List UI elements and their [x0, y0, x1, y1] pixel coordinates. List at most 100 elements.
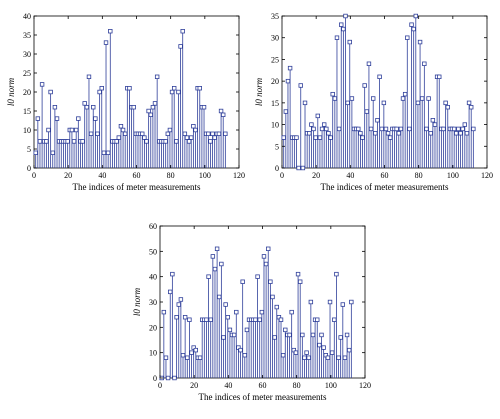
stem [86, 74, 92, 168]
stem-marker [340, 302, 346, 307]
stem-marker [174, 315, 179, 320]
stem-marker [44, 139, 49, 144]
stem-marker [46, 127, 51, 133]
stem [449, 126, 455, 168]
stem [84, 105, 90, 168]
stem [261, 254, 267, 378]
stem [176, 302, 181, 378]
x-tick-label: 40 [98, 171, 106, 180]
stem [240, 279, 245, 378]
stem-marker [266, 246, 271, 251]
stem [379, 126, 384, 168]
stem-marker [221, 335, 226, 340]
stem-marker [362, 83, 367, 88]
stem-marker [225, 315, 230, 320]
stem-marker [231, 332, 237, 338]
stem-marker [381, 100, 387, 106]
stem [48, 89, 53, 168]
stem [432, 122, 438, 168]
stem [182, 315, 188, 378]
stem [300, 165, 306, 171]
stem [221, 112, 226, 168]
stem [304, 350, 309, 378]
stem-marker [466, 100, 472, 106]
stem-marker [242, 353, 248, 358]
stem [195, 86, 200, 168]
stem [238, 347, 243, 378]
y-tick-label: 25 [23, 69, 31, 78]
stem [135, 131, 141, 168]
x-tick-label: 100 [325, 381, 337, 390]
stem-marker [321, 122, 327, 127]
stem-marker [217, 294, 222, 300]
stem [178, 297, 184, 378]
stem-marker [165, 131, 171, 136]
stem [189, 350, 194, 378]
x-tick-label: 120 [359, 381, 371, 390]
stem [454, 131, 459, 168]
y-axis-label: l0 norm [254, 77, 264, 106]
stem [56, 139, 62, 168]
stem-marker [208, 139, 213, 144]
stem [223, 302, 228, 378]
stem [313, 135, 318, 168]
stem-marker [33, 150, 38, 155]
stem [296, 165, 301, 171]
stem-marker [189, 135, 194, 140]
stem [373, 131, 378, 168]
stem [287, 332, 292, 378]
stem [315, 317, 320, 378]
x-tick-label: 120 [481, 171, 493, 180]
stem-marker [206, 274, 211, 279]
stem [112, 139, 117, 168]
stem-marker [176, 302, 181, 307]
stem [345, 100, 350, 168]
x-axis-label: The indices of meter measurements [199, 392, 327, 402]
stem [229, 332, 235, 378]
stem-marker [424, 126, 429, 132]
stem [362, 83, 367, 168]
x-tick-label: 40 [346, 171, 354, 180]
stem [295, 271, 301, 378]
stem [176, 89, 181, 168]
y-tick-label: 20 [149, 323, 157, 332]
stem [424, 126, 429, 168]
stem-marker [460, 126, 465, 132]
stem-marker [52, 105, 58, 110]
stem [366, 61, 372, 168]
stem-marker [315, 317, 320, 322]
stem [342, 355, 348, 378]
stem-marker [370, 96, 376, 101]
stem-marker [347, 39, 352, 45]
stem-marker [302, 355, 307, 360]
x-tick-label: 0 [158, 381, 162, 390]
stem [280, 353, 286, 378]
stem-marker [270, 294, 275, 300]
stem-marker [120, 127, 126, 133]
stem [219, 261, 224, 378]
y-tick-label: 15 [271, 99, 279, 108]
stem-marker [451, 126, 457, 132]
stem [332, 96, 338, 168]
stem-marker [263, 261, 269, 267]
stem-marker [304, 350, 309, 355]
stem-marker [336, 355, 341, 360]
stem [317, 342, 322, 378]
stem [268, 279, 273, 378]
x-tick-label: 0 [280, 171, 284, 180]
stem-marker [210, 254, 216, 259]
stem-marker [244, 327, 250, 333]
x-tick-label: 40 [224, 381, 232, 390]
stem-marker [341, 26, 346, 32]
stem [122, 131, 128, 168]
stem [281, 135, 286, 168]
stem [71, 139, 77, 168]
stem-marker [417, 39, 423, 45]
stem [341, 26, 346, 168]
stem [317, 135, 323, 168]
stem [33, 150, 38, 168]
stem-marker [161, 309, 167, 315]
stem [199, 317, 205, 378]
stem-marker [219, 261, 224, 267]
stem-marker [458, 131, 463, 136]
